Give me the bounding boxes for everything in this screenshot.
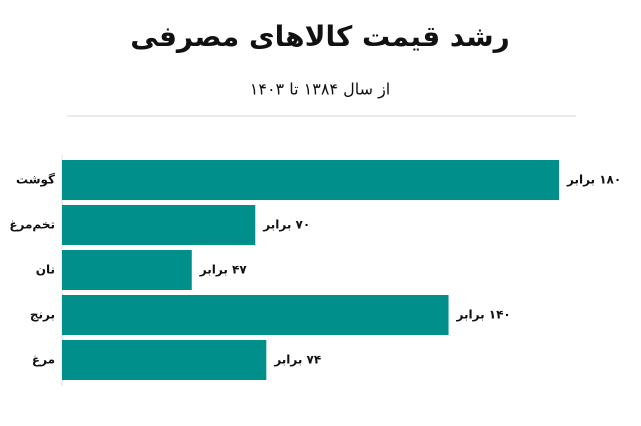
value-label: ۴۷ برابر: [199, 263, 248, 277]
category-label: نان: [36, 263, 55, 277]
bar: [62, 340, 267, 380]
category-label: برنج: [30, 308, 55, 322]
category-label: تخم‌مرغ: [9, 218, 55, 232]
value-label: ۱۸۰ برابر: [566, 173, 621, 187]
value-label: ۱۴۰ برابر: [456, 308, 511, 322]
bar: [62, 250, 192, 290]
category-label: گوشت: [16, 173, 55, 188]
bar: [62, 295, 449, 335]
value-label: ۷۰ برابر: [262, 218, 310, 232]
bar: [62, 205, 256, 245]
chart-subtitle: از سال ۱۳۸۴ تا ۱۴۰۳: [250, 80, 391, 100]
value-label: ۷۴ برابر: [273, 353, 321, 367]
chart-title: رشد قیمت کالاهای مصرفی: [130, 20, 510, 53]
category-label: مرغ: [32, 353, 55, 367]
bar: [62, 160, 559, 200]
